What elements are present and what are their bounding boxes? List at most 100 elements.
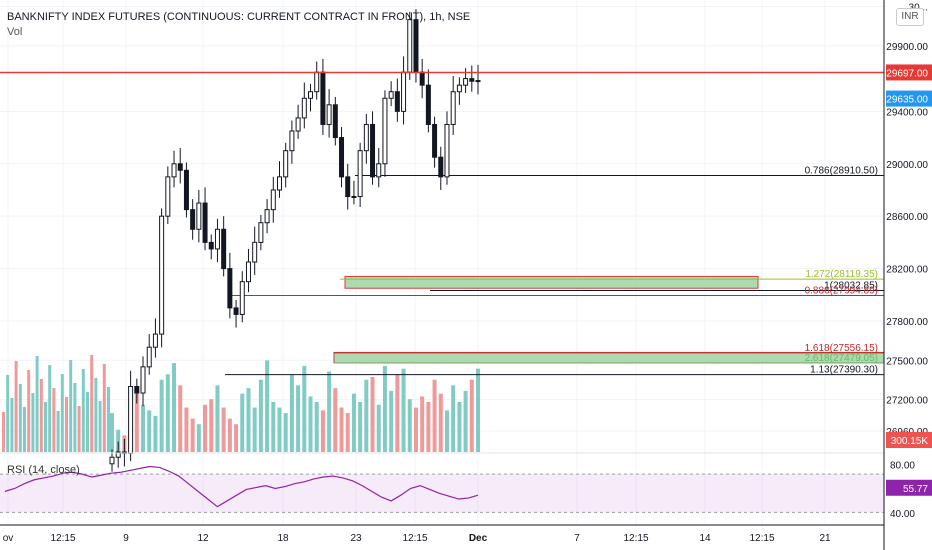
- volume-bar: [203, 404, 208, 452]
- volume-bar: [48, 365, 52, 452]
- candle-body: [450, 91, 456, 125]
- volume-bar: [351, 393, 356, 452]
- candle-body: [388, 91, 394, 99]
- volume-bar: [358, 402, 363, 452]
- volume-bar: [345, 413, 350, 452]
- rsi-tick: 80.00: [890, 461, 915, 472]
- volume-bar: [277, 407, 282, 452]
- candle-body: [109, 456, 115, 465]
- candle-body: [264, 209, 270, 224]
- candle-body: [258, 222, 264, 243]
- candle-body: [444, 123, 450, 178]
- volume-bar: [65, 397, 68, 452]
- volume-bar: [227, 418, 232, 452]
- candle-body: [227, 268, 233, 309]
- volume-bar: [107, 387, 110, 452]
- time-tick-label: 21: [819, 533, 831, 544]
- candle-body: [419, 71, 425, 86]
- candle-body: [463, 78, 469, 86]
- last-price-badge: 29635.00: [886, 95, 928, 106]
- candle-body: [171, 163, 177, 178]
- rsi-panel: [0, 452, 884, 513]
- candle-body: [159, 215, 165, 335]
- fib-label: 0.886(27994.89): [805, 285, 878, 296]
- candle-body: [357, 150, 363, 198]
- volume-bar: [98, 401, 102, 452]
- candle-body: [394, 91, 400, 112]
- candle-body: [177, 163, 183, 171]
- volume-bar: [339, 407, 344, 452]
- last-price-badge-bg: [886, 90, 932, 107]
- candle-body: [320, 71, 326, 125]
- time-tick-label: 14: [699, 533, 711, 544]
- volume-bar: [6, 375, 10, 452]
- volume-bar: [209, 399, 214, 452]
- volume-bar: [159, 379, 164, 452]
- candle-body: [252, 241, 258, 263]
- volume-bar: [289, 374, 294, 452]
- candle-body: [146, 346, 152, 368]
- volume-bar: [407, 399, 412, 452]
- candle-body: [140, 366, 146, 394]
- time-tick-label: 12:15: [623, 533, 648, 544]
- fib-label: 0.786(28910.50): [805, 165, 878, 176]
- volume-bar: [215, 385, 220, 452]
- currency-button[interactable]: INR: [896, 8, 924, 26]
- volume-bar: [153, 415, 158, 452]
- volume-bar: [94, 378, 98, 452]
- volume-bar: [265, 360, 270, 452]
- price-tick-label: 27200.00: [886, 396, 928, 407]
- volume-bar: [56, 411, 60, 452]
- price-tick-label: 28200.00: [886, 265, 928, 276]
- candle-body: [456, 84, 462, 93]
- volume-bar: [426, 402, 431, 452]
- price-tick-label: 27500.00: [886, 356, 928, 367]
- volume-bar: [52, 388, 56, 452]
- volume-bar: [39, 379, 43, 452]
- volume-bar: [296, 385, 301, 452]
- volume-bar: [389, 390, 394, 452]
- candle-body: [165, 176, 171, 217]
- candle-body: [152, 333, 158, 348]
- candle-body: [382, 97, 388, 165]
- volume-bar: [271, 402, 276, 452]
- volume-bar: [18, 384, 22, 452]
- volume-bar: [401, 368, 406, 452]
- volume-bar: [469, 379, 474, 452]
- volume-bar: [172, 363, 177, 452]
- candle-body: [475, 80, 481, 83]
- fib-zone: [333, 351, 885, 364]
- volume-bar: [134, 393, 139, 452]
- time-tick-label: 12: [197, 533, 209, 544]
- candle-body: [326, 104, 332, 125]
- fib-label: 1.272(28119.35): [805, 269, 878, 280]
- time-tick-label: 12:15: [402, 533, 427, 544]
- fib-label: 2.618(27479.05): [805, 353, 878, 364]
- volume-bar: [102, 364, 106, 452]
- time-tick-label: 12:15: [50, 533, 75, 544]
- volume-bar: [86, 392, 89, 452]
- volume-bar: [382, 365, 387, 452]
- price-tick-label: 27800.00: [886, 317, 928, 328]
- candle-body: [276, 176, 282, 191]
- candle-body: [345, 176, 351, 198]
- rsi-tick: 40.00: [890, 509, 915, 520]
- volume-bar: [420, 396, 425, 452]
- volume-bar: [327, 371, 332, 452]
- candle-body: [413, 19, 419, 73]
- volume-bar: [463, 390, 468, 452]
- time-tick-label: 18: [277, 533, 289, 544]
- volume-bar: [283, 413, 288, 452]
- volume-bar: [14, 361, 18, 452]
- volume-bar: [376, 404, 381, 452]
- volume-bar: [258, 379, 263, 452]
- volume-bar: [333, 388, 338, 452]
- fib-label: 1.618(27556.15): [805, 343, 878, 354]
- time-tick-label: 23: [350, 533, 362, 544]
- candle-body: [438, 156, 444, 178]
- fib-lines: 0.786(28910.50) 1.272(28119.35)1(28032.85…: [225, 165, 884, 376]
- volume-bar: [165, 374, 170, 452]
- volume-bar: [395, 374, 400, 452]
